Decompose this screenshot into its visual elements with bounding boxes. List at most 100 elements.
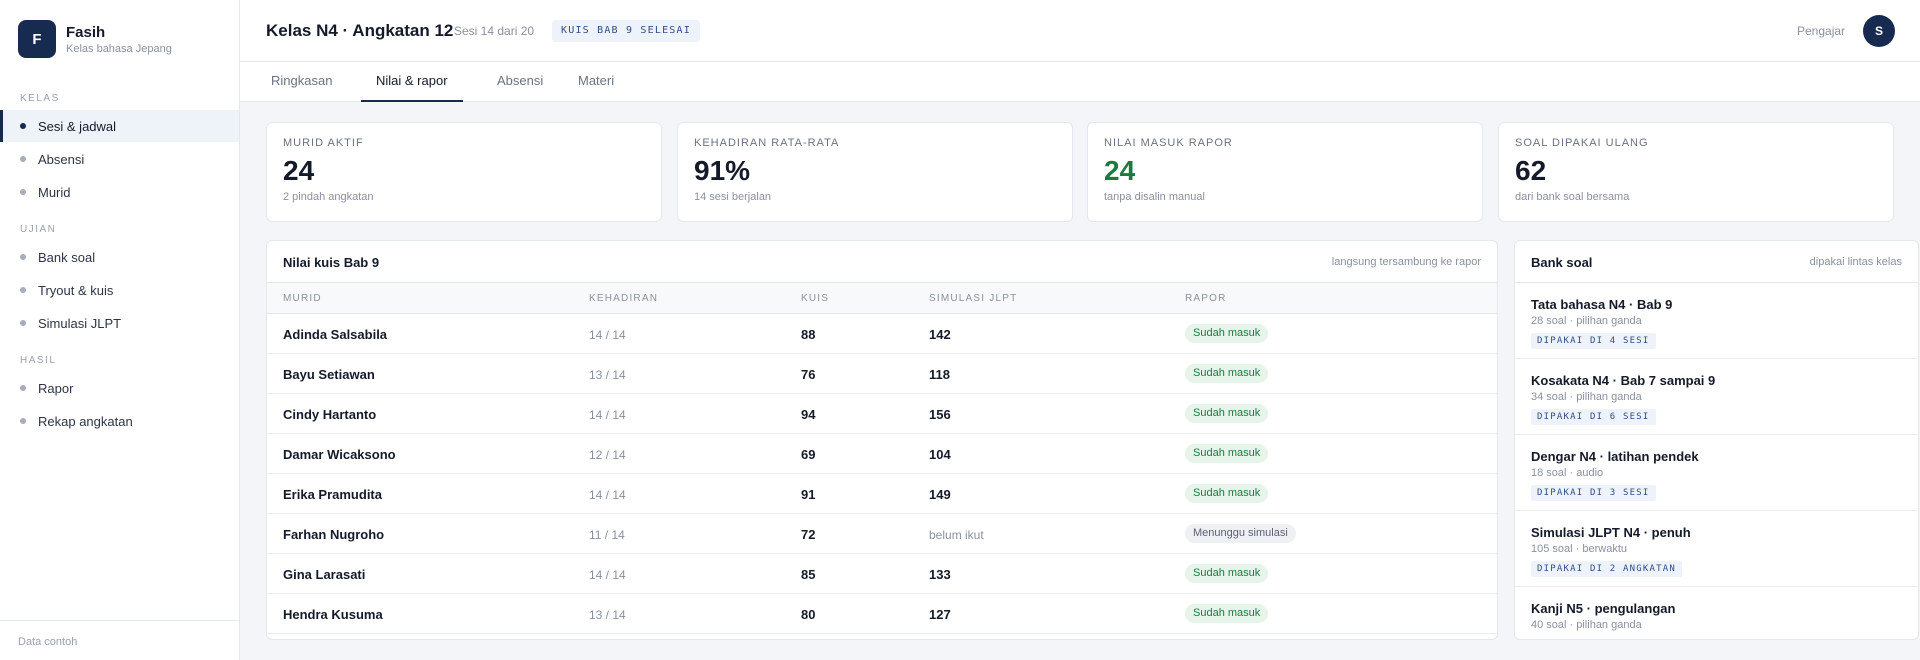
stat-card-kehadiran: KEHADIRAN RATA-RATA 91% 14 sesi berjalan <box>677 122 1073 222</box>
stat-label: MURID AKTIF <box>283 137 364 149</box>
table-row[interactable]: Cindy Hartanto 14 / 14 94 156 Sudah masu… <box>267 394 1497 434</box>
attendance-value: 14 / 14 <box>589 328 626 342</box>
bullet-icon <box>20 123 26 129</box>
usage-badge: DIPAKAI DI 4 SESI <box>1531 333 1656 349</box>
quiz-score: 88 <box>801 327 816 342</box>
bank-item-title: Dengar N4 · latihan pendek <box>1531 449 1699 464</box>
sidebar-item-rapor[interactable]: Rapor <box>0 372 239 404</box>
sidebar-item-murid[interactable]: Murid <box>0 176 239 208</box>
sidebar-item-label: Tryout & kuis <box>38 282 114 298</box>
sidebar-item-tryout-kuis[interactable]: Tryout & kuis <box>0 274 239 306</box>
sidebar: F Fasih Kelas bahasa Jepang KELAS Sesi &… <box>0 0 240 660</box>
sidebar-item-absensi[interactable]: Absensi <box>0 143 239 175</box>
table-row[interactable]: Farhan Nugroho 11 / 14 72 belum ikut Men… <box>267 514 1497 554</box>
status-badge: Sudah masuk <box>1185 364 1269 383</box>
stat-card-nilai-rapor: NILAI MASUK RAPOR 24 tanpa disalin manua… <box>1087 122 1483 222</box>
nav-section-hasil: HASIL <box>20 355 57 366</box>
table-header: MURID KEHADIRAN KUIS SIMULASI JLPT RAPOR <box>267 282 1497 314</box>
jlpt-score: 127 <box>929 607 951 622</box>
list-item[interactable]: Simulasi JLPT N4 · penuh 105 soal · berw… <box>1515 511 1918 587</box>
tab-nilai-rapor[interactable]: Nilai & rapor <box>361 62 463 102</box>
tab-bar: Ringkasan Nilai & rapor Absensi Materi <box>240 62 1920 102</box>
stat-value: 24 <box>283 155 315 186</box>
list-item[interactable]: Dengar N4 · latihan pendek 18 soal · aud… <box>1515 435 1918 511</box>
jlpt-score: belum ikut <box>929 528 984 542</box>
quiz-score: 91 <box>801 487 816 502</box>
jlpt-score: 149 <box>929 487 951 502</box>
stat-card-murid-aktif: MURID AKTIF 24 2 pindah angkatan <box>266 122 662 222</box>
list-item[interactable]: Kosakata N4 · Bab 7 sampai 9 34 soal · p… <box>1515 359 1918 435</box>
brand[interactable]: F Fasih Kelas bahasa Jepang <box>18 20 172 58</box>
bullet-icon <box>20 156 26 162</box>
status-badge: Sudah masuk <box>1185 564 1269 583</box>
bullet-icon <box>20 254 26 260</box>
attendance-value: 13 / 14 <box>589 368 626 382</box>
brand-subtitle: Kelas bahasa Jepang <box>66 42 172 55</box>
jlpt-score: 142 <box>929 327 951 342</box>
table-row[interactable]: Adinda Salsabila 14 / 14 88 142 Sudah ma… <box>267 314 1497 354</box>
column-header-simulasi[interactable]: SIMULASI JLPT <box>929 293 1018 304</box>
tab-absensi[interactable]: Absensi <box>497 73 544 88</box>
sidebar-item-label: Sesi & jadwal <box>38 118 117 134</box>
bank-item-meta: 34 soal · pilihan ganda <box>1531 391 1642 403</box>
page-title: Kelas N4 · Angkatan 12 <box>266 21 454 40</box>
list-item[interactable]: Kanji N5 · pengulangan 40 soal · pilihan… <box>1515 587 1918 639</box>
bullet-icon <box>20 418 26 424</box>
stat-value: 62 <box>1515 155 1547 186</box>
quiz-score: 72 <box>801 527 816 542</box>
role-label: Pengajar <box>1797 24 1846 38</box>
stat-subtext: 2 pindah angkatan <box>283 191 374 203</box>
brand-name: Fasih <box>66 23 106 41</box>
top-header: Kelas N4 · Angkatan 12 Sesi 14 dari 20 K… <box>240 0 1920 62</box>
status-badge: Menunggu simulasi <box>1185 524 1296 543</box>
list-item[interactable]: Tata bahasa N4 · Bab 9 28 soal · pilihan… <box>1515 283 1918 359</box>
attendance-value: 13 / 14 <box>589 608 626 622</box>
stat-label: KEHADIRAN RATA-RATA <box>694 137 840 149</box>
bullet-icon <box>20 320 26 326</box>
sidebar-item-label: Simulasi JLPT <box>38 315 122 331</box>
bank-item-meta: 105 soal · berwaktu <box>1531 543 1627 555</box>
column-header-rapor[interactable]: RAPOR <box>1185 293 1227 304</box>
table-row[interactable]: Gina Larasati 14 / 14 85 133 Sudah masuk <box>267 554 1497 594</box>
stat-subtext: tanpa disalin manual <box>1104 191 1205 203</box>
table-row[interactable]: Bayu Setiawan 13 / 14 76 118 Sudah masuk <box>267 354 1497 394</box>
table-row[interactable]: Erika Pramudita 14 / 14 91 149 Sudah mas… <box>267 474 1497 514</box>
jlpt-score: 118 <box>929 367 950 382</box>
nav-section-ujian: UJIAN <box>20 224 57 235</box>
tab-materi[interactable]: Materi <box>578 73 615 88</box>
status-badge: Sudah masuk <box>1185 404 1269 423</box>
sidebar-item-label: Bank soal <box>38 249 96 265</box>
stat-label: NILAI MASUK RAPOR <box>1104 137 1233 149</box>
sidebar-item-sesi-jadwal[interactable]: Sesi & jadwal <box>0 110 239 142</box>
table-row[interactable]: Damar Wicaksono 12 / 14 69 104 Sudah mas… <box>267 434 1497 474</box>
stat-value: 91% <box>694 155 751 186</box>
tab-ringkasan[interactable]: Ringkasan <box>271 73 333 88</box>
quiz-score: 80 <box>801 607 816 622</box>
grades-panel: Nilai kuis Bab 9 langsung tersambung ke … <box>266 240 1498 640</box>
table-row[interactable]: Hendra Kusuma 13 / 14 80 127 Sudah masuk <box>267 594 1497 634</box>
column-header-kuis[interactable]: KUIS <box>801 293 830 304</box>
sidebar-item-simulasi-jlpt[interactable]: Simulasi JLPT <box>0 307 239 339</box>
student-name: Gina Larasati <box>283 567 366 582</box>
sidebar-item-bank-soal[interactable]: Bank soal <box>0 241 239 273</box>
sidebar-item-rekap-angkatan[interactable]: Rekap angkatan <box>0 405 239 437</box>
status-badge: Sudah masuk <box>1185 604 1269 623</box>
sidebar-item-label: Rapor <box>38 380 74 396</box>
stat-value: 24 <box>1104 155 1136 186</box>
sidebar-item-label: Absensi <box>38 151 85 167</box>
bank-item-meta: 40 soal · pilihan ganda <box>1531 619 1642 631</box>
column-header-kehadiran[interactable]: KEHADIRAN <box>589 293 659 304</box>
student-name: Damar Wicaksono <box>283 447 396 462</box>
column-header-murid[interactable]: MURID <box>283 293 322 304</box>
stat-subtext: 14 sesi berjalan <box>694 191 772 203</box>
attendance-value: 14 / 14 <box>589 408 626 422</box>
bank-item-title: Tata bahasa N4 · Bab 9 <box>1531 297 1673 312</box>
sidebar-item-label: Rekap angkatan <box>38 413 133 429</box>
bullet-icon <box>20 189 26 195</box>
student-name: Adinda Salsabila <box>283 327 388 342</box>
attendance-value: 14 / 14 <box>589 488 626 502</box>
stat-card-soal-ulang: SOAL DIPAKAI ULANG 62 dari bank soal ber… <box>1498 122 1894 222</box>
jlpt-score: 133 <box>929 567 951 582</box>
avatar[interactable]: S <box>1863 15 1895 47</box>
nav-section-kelas: KELAS <box>20 93 60 104</box>
